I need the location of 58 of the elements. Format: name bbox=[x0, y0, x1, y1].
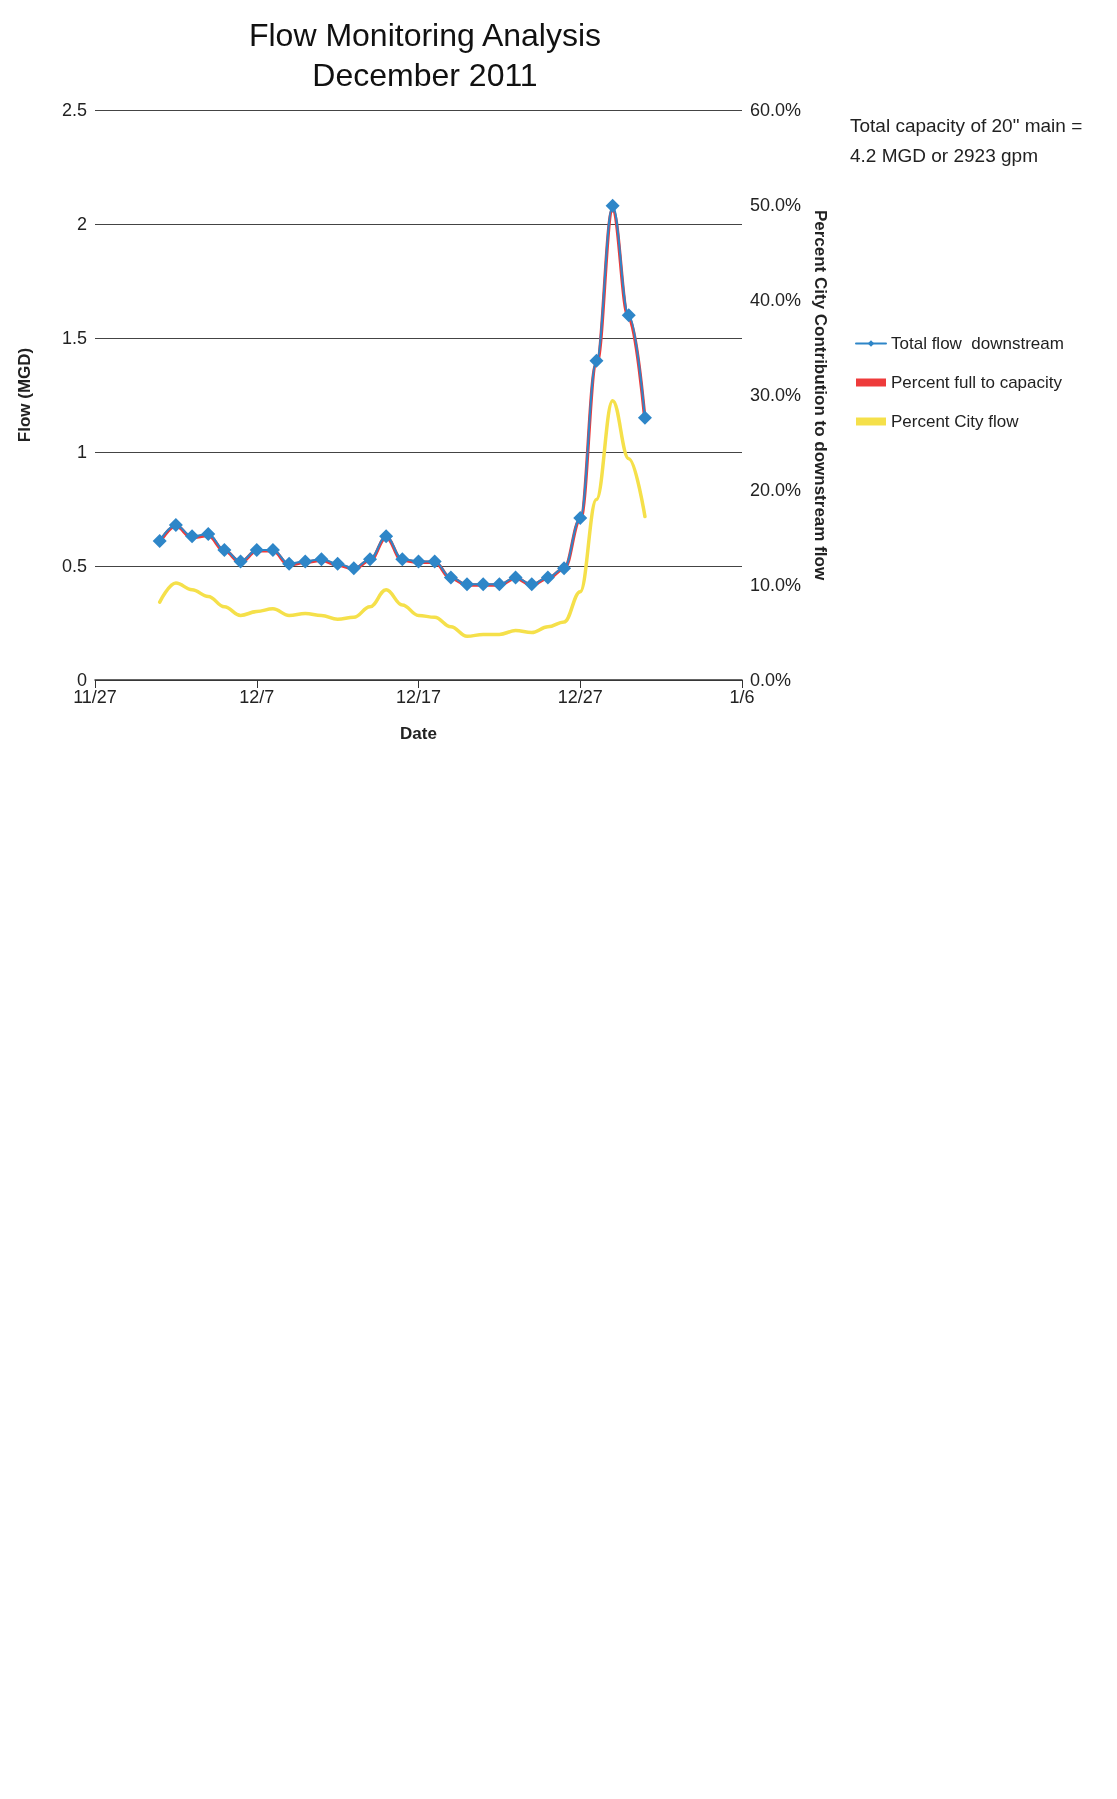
legend-label: Percent City flow bbox=[891, 412, 1020, 431]
x-tick-label: 11/27 bbox=[73, 687, 117, 707]
y2-axis-title: Percent City Contribution to downstream flow bbox=[810, 209, 830, 581]
point bbox=[282, 556, 297, 571]
x-axis-title: Date bbox=[400, 724, 437, 743]
text: Total capacity of 20" main = 4.2 MGD or 2923 gpm bbox=[850, 114, 1088, 166]
point bbox=[637, 410, 652, 425]
point bbox=[201, 527, 216, 542]
y-tick-label: 1 bbox=[76, 442, 87, 462]
point bbox=[330, 556, 345, 571]
point bbox=[557, 561, 572, 576]
line-series bbox=[157, 398, 647, 639]
y2-tick-label: 10.0% bbox=[750, 575, 802, 595]
point bbox=[476, 577, 491, 592]
y-tick-label: 2 bbox=[76, 214, 87, 234]
y-tick-label: 2.5 bbox=[61, 100, 87, 120]
point bbox=[621, 308, 636, 323]
legend-label: Percent full to capacity bbox=[891, 373, 1063, 392]
point bbox=[395, 552, 410, 567]
y-tick-label: 0 bbox=[76, 670, 87, 690]
point bbox=[508, 570, 523, 585]
y2-tick-label: 60.0% bbox=[750, 100, 802, 120]
x-tick-label: 12/17 bbox=[395, 687, 442, 707]
point bbox=[168, 517, 183, 532]
point bbox=[362, 552, 377, 567]
point bbox=[314, 552, 329, 567]
y2-tick-label: 50.0% bbox=[750, 195, 802, 215]
y2-tick-label: 0.0% bbox=[750, 670, 792, 690]
x-tick-label: 1/6 bbox=[729, 687, 755, 707]
point bbox=[379, 529, 394, 544]
point bbox=[411, 554, 426, 569]
point bbox=[265, 543, 280, 558]
point bbox=[573, 511, 588, 526]
point bbox=[589, 353, 604, 368]
y2-tick-label: 40.0% bbox=[750, 290, 802, 310]
point bbox=[524, 577, 539, 592]
chart-title: Flow Monitoring Analysis December 2011 bbox=[248, 17, 602, 93]
legend-label: Total flow downstream bbox=[891, 334, 1064, 353]
x-tick-label: 12/7 bbox=[239, 687, 275, 707]
point bbox=[346, 561, 361, 576]
y-axis-title: Flow (MGD) bbox=[15, 347, 34, 443]
point bbox=[492, 577, 507, 592]
y-tick-label: 0.5 bbox=[61, 556, 87, 576]
point bbox=[152, 533, 167, 548]
point bbox=[249, 543, 264, 558]
point bbox=[233, 554, 248, 569]
point bbox=[605, 198, 620, 213]
x-tick-label: 12/27 bbox=[557, 687, 603, 707]
point bbox=[443, 570, 458, 585]
point bbox=[460, 577, 475, 592]
y2-tick-label: 20.0% bbox=[750, 480, 802, 500]
y2-tick-label: 30.0% bbox=[750, 385, 802, 405]
point bbox=[185, 529, 200, 544]
point bbox=[217, 543, 232, 558]
point bbox=[298, 554, 313, 569]
y-tick-label: 1.5 bbox=[61, 328, 87, 348]
point bbox=[427, 554, 442, 569]
point bbox=[540, 570, 555, 585]
